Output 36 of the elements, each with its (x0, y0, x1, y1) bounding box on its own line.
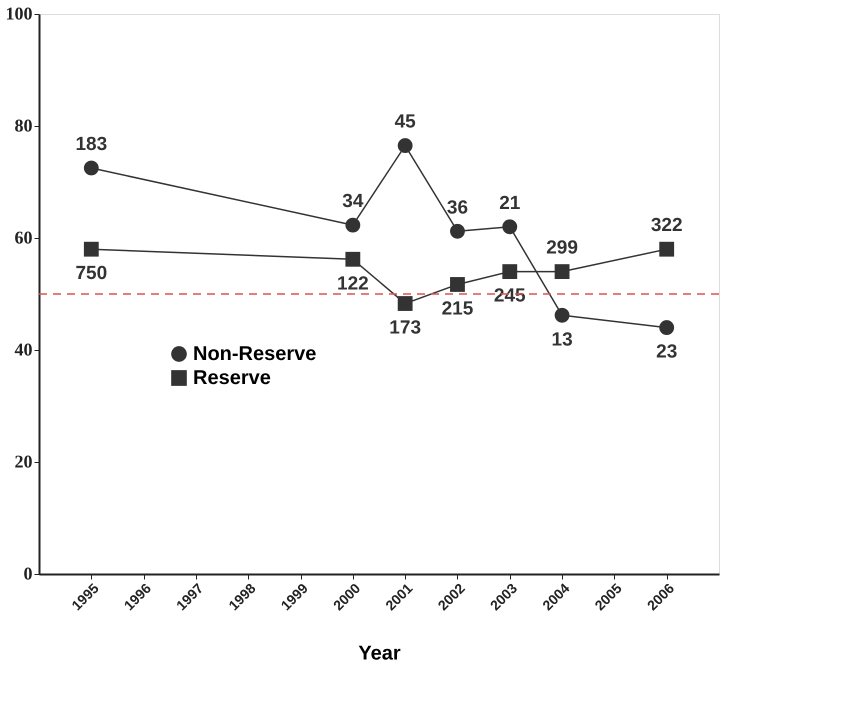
legend-label: Non-Reserve (193, 343, 316, 365)
annotation: 21 (499, 192, 521, 214)
y-tick-label: 20 (14, 452, 32, 472)
y-tick-label: 60 (14, 228, 32, 248)
annotation: 45 (394, 112, 416, 133)
legend-label: Reserve (193, 367, 271, 389)
annotation: 36 (446, 197, 468, 218)
point (554, 308, 570, 323)
annotation: 34 (342, 191, 364, 212)
annotation: 173 (389, 318, 422, 339)
y-tick-label: 80 (14, 116, 32, 136)
annotation: 13 (552, 329, 573, 350)
point (398, 296, 413, 311)
point (502, 219, 518, 234)
point (659, 242, 674, 257)
point (84, 160, 99, 176)
annotation: 215 (442, 298, 474, 320)
point (659, 320, 674, 335)
annotation: 183 (75, 134, 108, 155)
x-axis-title: Year (358, 642, 401, 664)
y-tick-label: 40 (14, 340, 32, 360)
point (502, 264, 518, 280)
annotation: 23 (656, 342, 678, 363)
annotation: 299 (546, 238, 578, 259)
point (345, 218, 360, 233)
annotation: 750 (75, 263, 108, 284)
point (450, 224, 465, 239)
point (398, 138, 413, 153)
point (345, 252, 360, 267)
point (84, 242, 99, 257)
annotation: 322 (650, 215, 683, 236)
y-tick-label: 0 (24, 564, 32, 584)
point (554, 264, 570, 280)
annotation: 122 (336, 273, 369, 294)
y-tick-label: 100 (6, 4, 32, 24)
point (450, 277, 465, 292)
